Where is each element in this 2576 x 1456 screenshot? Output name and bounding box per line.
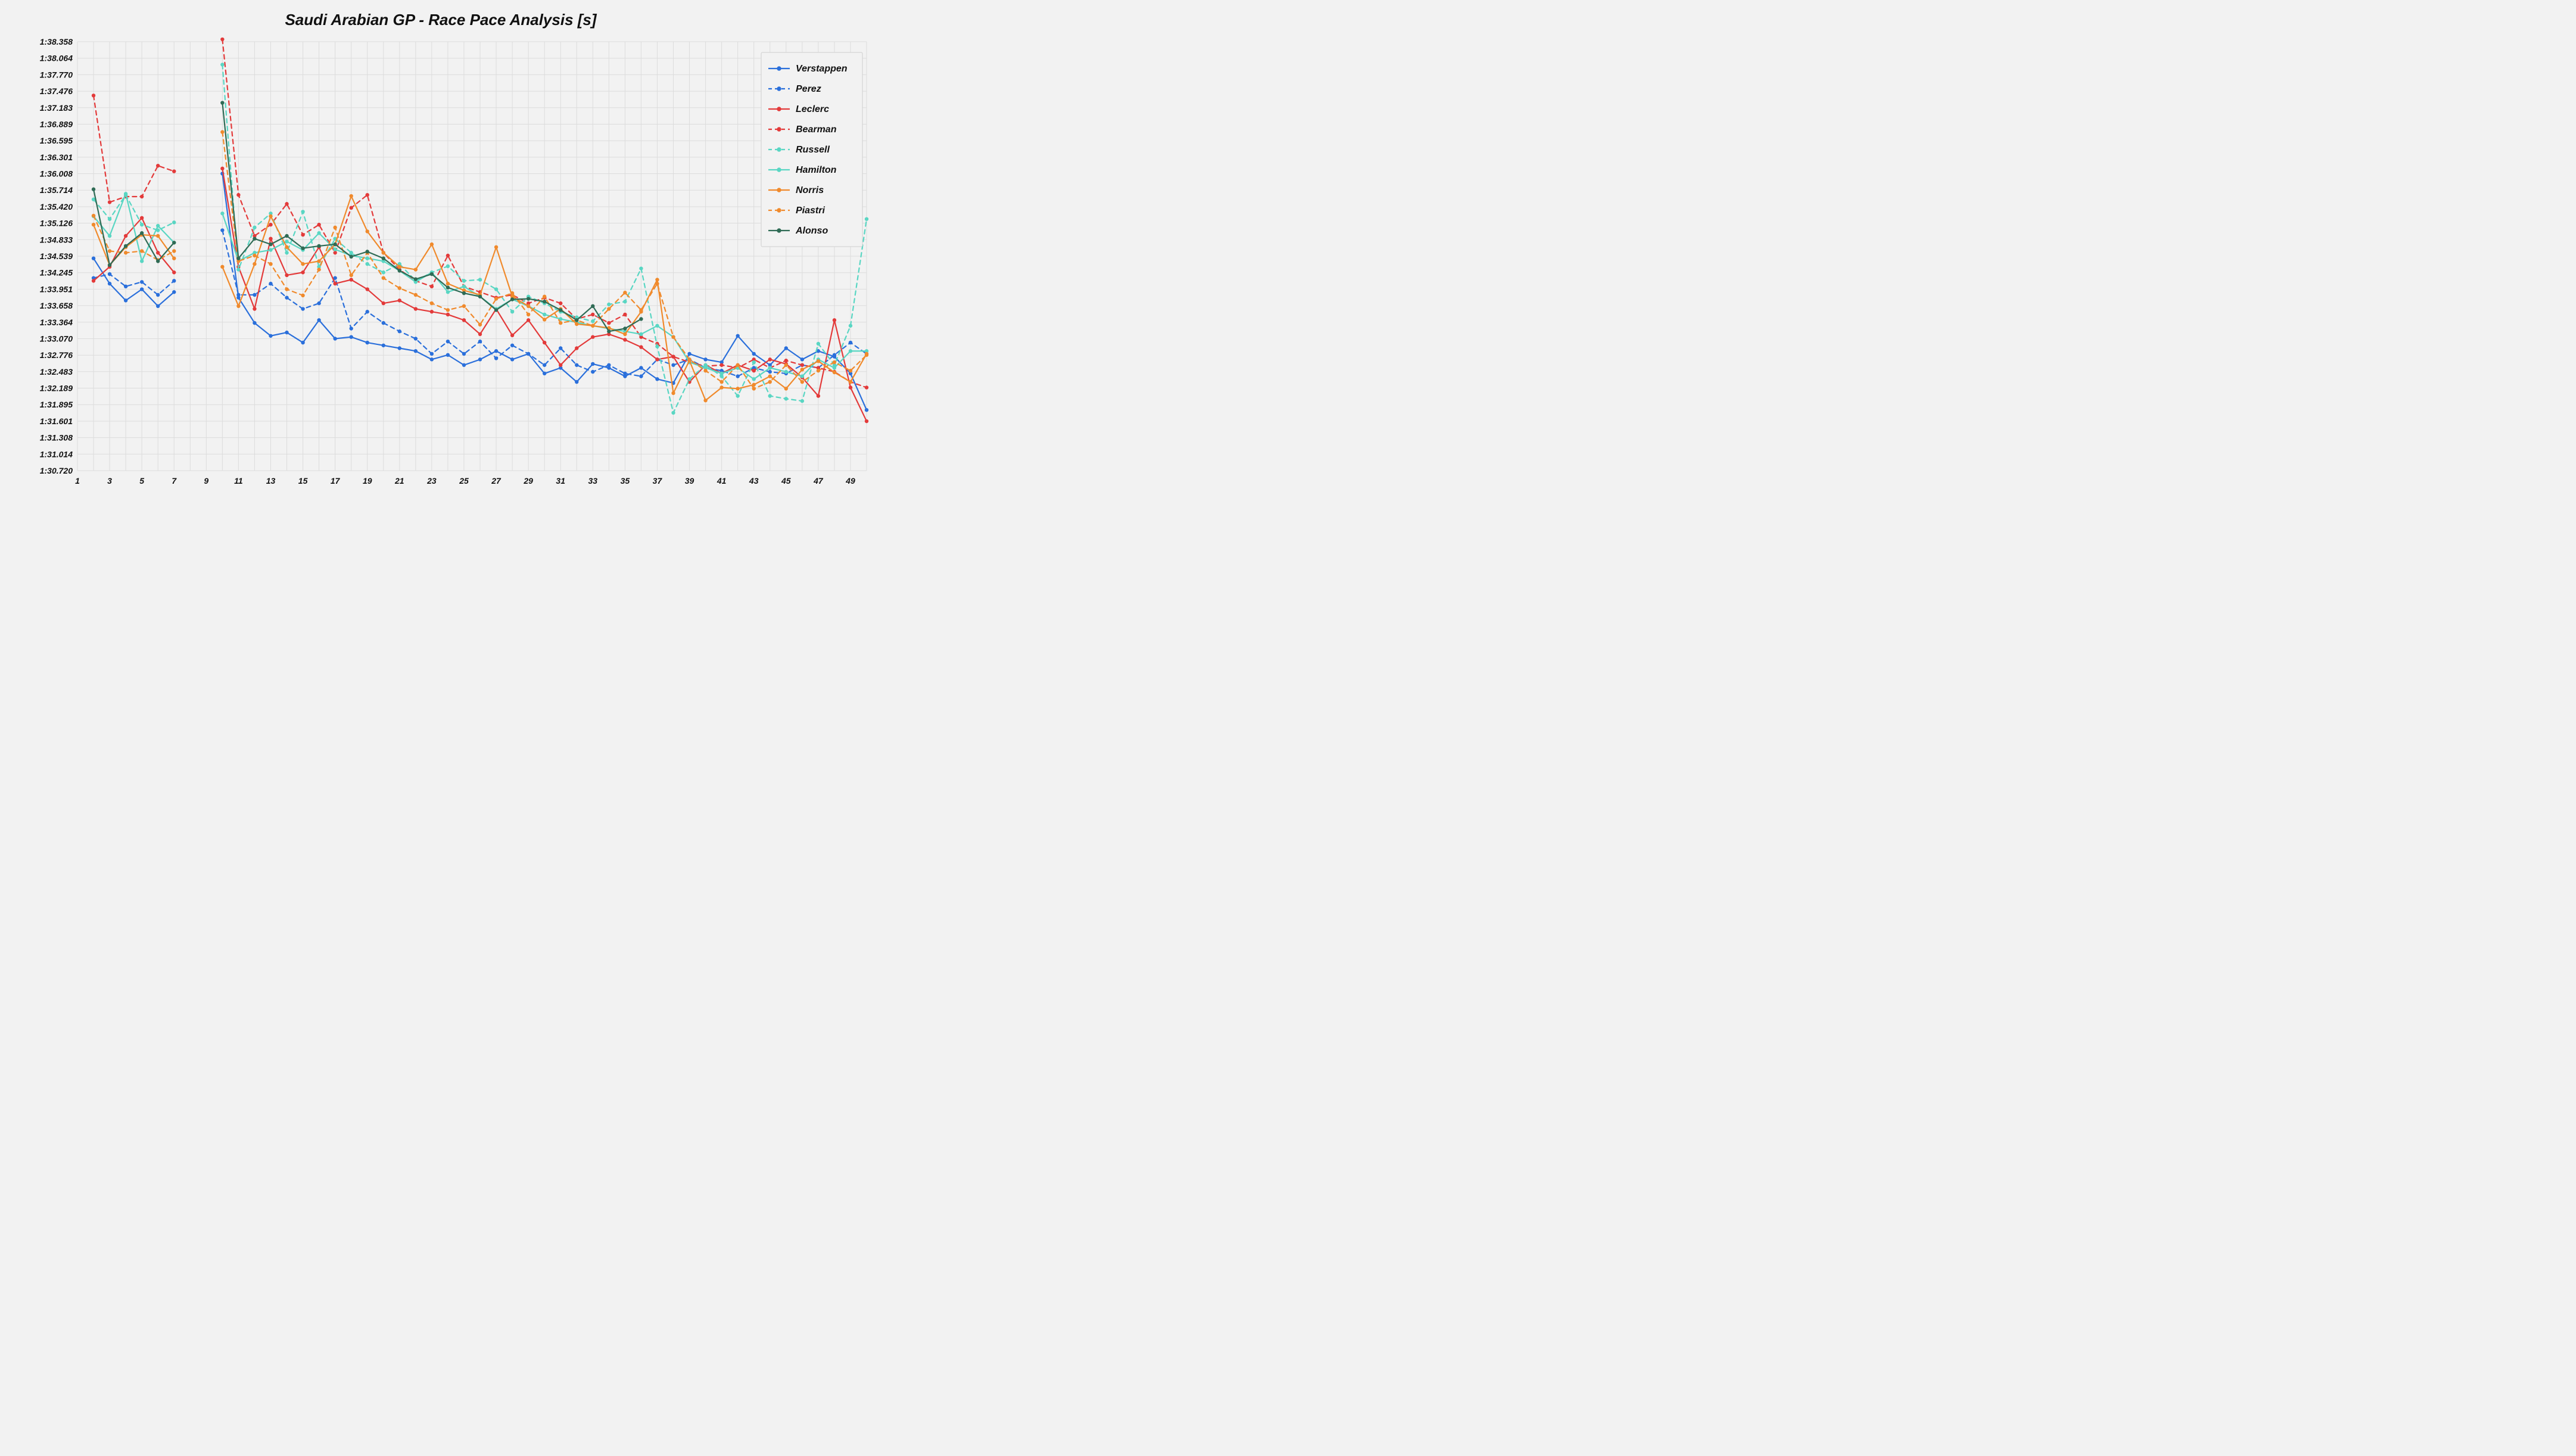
x-tick-label: 37 bbox=[653, 476, 663, 486]
y-tick-label: 1:34.245 bbox=[40, 268, 73, 278]
y-tick-label: 1:31.895 bbox=[40, 400, 73, 409]
x-tick-label: 19 bbox=[363, 476, 372, 486]
y-tick-label: 1:36.889 bbox=[40, 119, 73, 129]
y-tick-label: 1:35.420 bbox=[40, 202, 73, 211]
race-pace-chart: Saudi Arabian GP - Race Pace Analysis [s… bbox=[0, 0, 881, 499]
y-tick-label: 1:38.358 bbox=[40, 37, 73, 46]
y-tick-label: 1:37.770 bbox=[40, 70, 73, 79]
x-tick-label: 3 bbox=[107, 476, 112, 486]
x-tick-label: 15 bbox=[298, 476, 308, 486]
x-tick-label: 13 bbox=[266, 476, 276, 486]
legend-label-hamilton: Hamilton bbox=[796, 165, 837, 175]
x-tick-label: 17 bbox=[331, 476, 341, 486]
y-tick-label: 1:37.476 bbox=[40, 86, 73, 96]
y-tick-label: 1:32.483 bbox=[40, 367, 73, 377]
legend-label-alonso: Alonso bbox=[795, 226, 828, 236]
legend-label-bearman: Bearman bbox=[796, 125, 837, 135]
x-tick-label: 21 bbox=[394, 476, 404, 486]
legend-label-norris: Norris bbox=[796, 185, 824, 195]
x-tick-label: 23 bbox=[426, 476, 437, 486]
y-tick-label: 1:32.189 bbox=[40, 384, 73, 393]
y-tick-label: 1:30.720 bbox=[40, 466, 73, 475]
y-tick-label: 1:33.951 bbox=[40, 284, 73, 294]
y-tick-label: 1:36.595 bbox=[40, 136, 73, 145]
x-tick-label: 11 bbox=[234, 476, 243, 486]
x-tick-label: 5 bbox=[139, 476, 144, 486]
x-tick-label: 27 bbox=[491, 476, 502, 486]
y-tick-label: 1:33.070 bbox=[40, 334, 73, 343]
x-tick-label: 29 bbox=[523, 476, 533, 486]
x-tick-label: 45 bbox=[781, 476, 791, 486]
y-tick-label: 1:31.308 bbox=[40, 433, 73, 443]
x-tick-label: 7 bbox=[172, 476, 177, 486]
legend-label-russell: Russell bbox=[796, 145, 830, 155]
y-tick-label: 1:36.008 bbox=[40, 169, 73, 179]
x-tick-label: 31 bbox=[556, 476, 565, 486]
chart-svg: 1:30.720 1:31.014 1:31.308 1:31.601 1:31.895… bbox=[0, 0, 881, 499]
y-tick-label: 1:34.539 bbox=[40, 251, 73, 261]
y-tick-label: 1:32.776 bbox=[40, 350, 73, 360]
x-tick-label: 25 bbox=[459, 476, 469, 486]
y-tick-label: 1:36.301 bbox=[40, 153, 73, 162]
y-tick-label: 1:31.601 bbox=[40, 416, 73, 426]
y-tick-label: 1:37.183 bbox=[40, 103, 73, 113]
y-tick-label: 1:34.833 bbox=[40, 235, 73, 244]
x-tick-label: 47 bbox=[813, 476, 824, 486]
x-tick-label: 49 bbox=[845, 476, 855, 486]
y-tick-label: 1:33.658 bbox=[40, 301, 73, 310]
x-tick-label: 39 bbox=[685, 476, 694, 486]
x-tick-label: 33 bbox=[588, 476, 598, 486]
x-tick-label: 41 bbox=[717, 476, 727, 486]
legend-label-perez: Perez bbox=[796, 84, 821, 94]
x-tick-label: 9 bbox=[204, 476, 208, 486]
x-tick-label: 35 bbox=[621, 476, 630, 486]
y-tick-label: 1:33.364 bbox=[40, 318, 73, 327]
legend-label-verstappen: Verstappen bbox=[796, 64, 848, 74]
chart-title: Saudi Arabian GP - Race Pace Analysis [s… bbox=[0, 11, 881, 29]
legend-label-piastri: Piastri bbox=[796, 206, 825, 216]
x-tick-label: 1 bbox=[75, 476, 80, 486]
x-tick-label: 43 bbox=[749, 476, 759, 486]
legend: Verstappen Perez Leclerc Bearman Russell Hami… bbox=[761, 52, 862, 247]
y-tick-label: 1:35.126 bbox=[40, 219, 73, 228]
y-tick-label: 1:38.064 bbox=[40, 54, 73, 63]
y-tick-label: 1:31.014 bbox=[40, 449, 73, 459]
legend-label-leclerc: Leclerc bbox=[796, 104, 829, 114]
y-tick-label: 1:35.714 bbox=[40, 185, 73, 195]
